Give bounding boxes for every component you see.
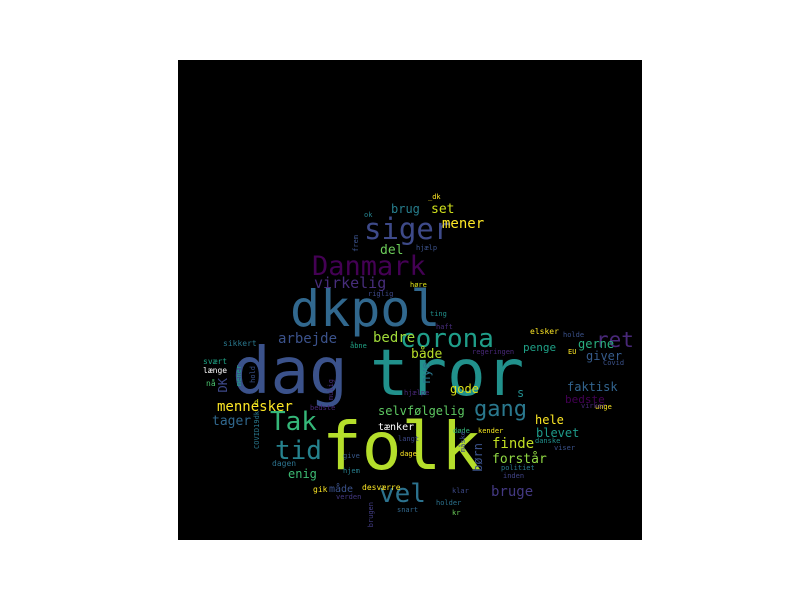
word-enig: enig: [288, 467, 317, 481]
word-haft: haft: [436, 323, 453, 331]
word-hjaelp: hjælp: [416, 244, 438, 252]
word-bedste: bedste: [565, 393, 605, 406]
word-langt: langt: [398, 435, 420, 443]
word-del: del: [380, 243, 404, 258]
word-sikkert: sikkert: [223, 339, 257, 348]
word-dkpol: dkpol: [290, 280, 441, 338]
word-mulig: mulig: [327, 379, 335, 401]
word-hjem: hjem: [343, 467, 360, 475]
word-blevet: blevet: [536, 426, 580, 440]
word-bedre: bedre: [373, 330, 416, 346]
word-politiet: politiet: [501, 464, 535, 472]
word-holde: holde: [563, 331, 585, 339]
word-maaske: måske: [459, 431, 467, 453]
word-eu: EU: [568, 348, 577, 356]
word-tak: Tak: [270, 407, 317, 437]
word-inden: inden: [503, 472, 525, 480]
word-taenker: tænker: [378, 422, 415, 433]
word-give: give: [343, 452, 360, 460]
word-hoere: høre: [410, 281, 427, 289]
word-hjaelpe: hjælpe: [404, 389, 430, 397]
word-ting: ting: [430, 310, 447, 318]
word-svaert: svært: [203, 357, 228, 366]
word-dagen: dagen: [272, 459, 297, 468]
word-covid19dk: COVID19dk: [253, 411, 261, 449]
word-verden: verden: [336, 493, 362, 501]
word-riglig: riglig: [368, 290, 394, 298]
word-maade: måde: [329, 484, 354, 495]
word-tror: tror: [370, 337, 525, 411]
word-virker: virker: [581, 402, 607, 410]
word-arbejde: arbejde: [278, 331, 338, 347]
word-penge: penge: [523, 341, 557, 354]
word-kr: kr: [452, 509, 461, 517]
word-danmark: Danmark: [312, 251, 426, 282]
word-s: s: [517, 386, 525, 400]
word-mennesker: mennesker: [217, 399, 293, 415]
word-baade: både: [411, 347, 443, 362]
word-ret: ret: [596, 328, 634, 352]
word-gik: gik: [313, 485, 328, 494]
word-bruge: bruge: [491, 484, 534, 500]
word-bedste-small: bedste: [310, 404, 336, 412]
word-boern: børn: [471, 443, 485, 472]
word-laenge: længe: [203, 366, 228, 375]
word-dag: dag: [232, 335, 348, 409]
word-covid: Covid: [603, 359, 625, 367]
word-vel: vel: [379, 479, 426, 509]
word-mener: mener: [442, 216, 485, 232]
word-mener-vertical: mener: [235, 365, 243, 387]
word-selvfoelgelig: selvfølgelig: [378, 404, 465, 418]
word-hele: hele: [535, 413, 564, 427]
word-faktisk: faktisk: [567, 380, 618, 394]
word-unge: unge: [595, 403, 612, 411]
word-elsker: elsker: [530, 327, 559, 336]
word-tid: tid: [275, 436, 322, 466]
word-brug: brug: [391, 202, 420, 216]
word-cloud: dag tror folk dkpol Danmark siger corona…: [178, 60, 642, 540]
word-frem: frem: [352, 235, 360, 252]
word-gode: gode: [450, 382, 479, 396]
word-tager: tager: [212, 414, 252, 429]
word-dage: dage: [400, 450, 417, 458]
word-naa: nå: [206, 379, 216, 388]
word-folk: folk: [322, 408, 481, 485]
word-corona: corona: [400, 324, 494, 354]
word-desvaerre: desværre: [362, 483, 401, 492]
word-forstaar: forstår: [492, 452, 547, 467]
word-d: d: [254, 398, 259, 407]
word-brugen: brugen: [367, 502, 375, 528]
word-doede: døde: [453, 427, 470, 435]
word-kender: kender: [478, 427, 504, 435]
word-gerne: gerne: [578, 337, 615, 351]
word-klar: klar: [452, 487, 469, 495]
word-siger: siger: [364, 212, 452, 246]
word-hold: hold: [249, 366, 257, 383]
word-holder: holder: [436, 499, 462, 507]
word-ok: ok: [364, 211, 373, 219]
word-regeringen: regeringen: [472, 348, 515, 356]
word-set: set: [431, 202, 455, 217]
word-dk-vertical: DK: [216, 378, 230, 393]
word-aabne: åbne: [350, 342, 367, 350]
word-finde: finde: [492, 436, 535, 452]
word-dk-handle: _dk: [428, 193, 441, 201]
word-gang: gang: [474, 397, 527, 422]
word-snart: snart: [397, 506, 419, 514]
word-viser: viser: [554, 444, 576, 452]
word-virkelig: virkelig: [314, 274, 387, 292]
word-danske: danske: [535, 437, 561, 445]
word-giver: giver: [586, 349, 623, 363]
word-nye: nye: [419, 362, 433, 384]
